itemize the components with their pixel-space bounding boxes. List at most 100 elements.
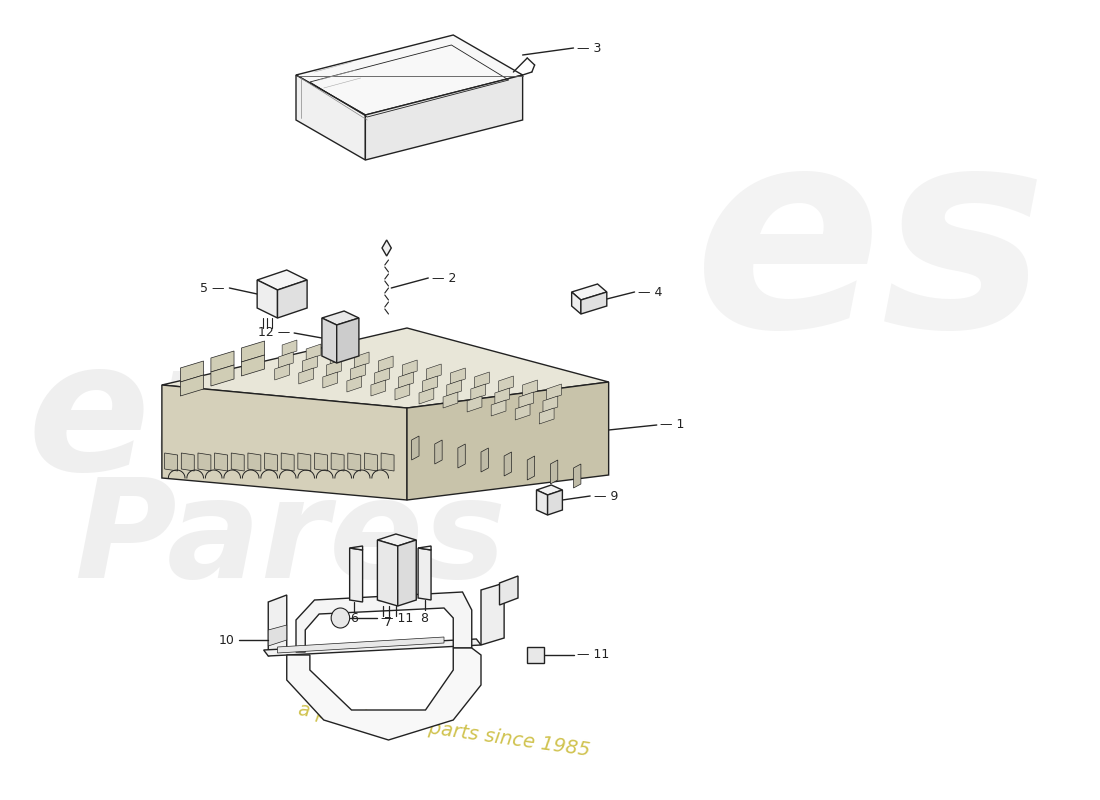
Polygon shape [537,485,562,495]
Polygon shape [434,440,442,464]
Polygon shape [315,453,328,471]
Polygon shape [418,546,431,550]
Text: — 11: — 11 [578,649,609,662]
Polygon shape [411,436,419,460]
Polygon shape [468,396,482,412]
Polygon shape [471,384,485,400]
Polygon shape [581,292,607,314]
Polygon shape [180,375,204,396]
Polygon shape [364,453,377,471]
Polygon shape [327,360,341,376]
Polygon shape [419,388,433,404]
Polygon shape [398,540,416,606]
Polygon shape [350,548,363,602]
Polygon shape [296,592,472,652]
Polygon shape [458,444,465,468]
Polygon shape [403,360,417,376]
Text: 8: 8 [420,611,429,625]
Polygon shape [377,534,416,546]
Text: a passion for parts since 1985: a passion for parts since 1985 [297,700,591,760]
Polygon shape [527,647,543,663]
Polygon shape [241,355,265,376]
Polygon shape [539,408,554,424]
Polygon shape [499,576,518,605]
Polygon shape [474,372,490,388]
Text: Pares: Pares [74,473,506,607]
Polygon shape [407,382,608,500]
Polygon shape [331,453,344,471]
Text: euro: euro [28,332,492,508]
Polygon shape [381,453,394,471]
Polygon shape [330,348,345,364]
Polygon shape [375,368,389,384]
Polygon shape [537,490,548,515]
Polygon shape [298,453,311,471]
Polygon shape [296,75,365,160]
Polygon shape [451,368,465,384]
Polygon shape [443,392,458,408]
Polygon shape [351,364,365,380]
Text: 5 —: 5 — [200,282,224,294]
Polygon shape [498,376,514,392]
Polygon shape [265,453,277,471]
Polygon shape [277,637,444,653]
Polygon shape [241,341,265,362]
Polygon shape [165,453,177,471]
Polygon shape [495,388,509,404]
Polygon shape [198,453,211,471]
Polygon shape [350,546,363,550]
Polygon shape [322,318,337,363]
Polygon shape [211,365,234,386]
Polygon shape [211,351,234,372]
Polygon shape [348,453,361,471]
Polygon shape [573,464,581,488]
Polygon shape [268,595,287,656]
Polygon shape [268,625,287,646]
Polygon shape [162,328,608,408]
Polygon shape [282,340,297,356]
Polygon shape [248,453,261,471]
Polygon shape [522,380,538,396]
Polygon shape [231,453,244,471]
Polygon shape [182,453,195,471]
Polygon shape [378,356,393,372]
Text: 10: 10 [219,634,235,646]
Polygon shape [527,456,535,480]
Polygon shape [337,318,359,363]
Polygon shape [447,380,462,396]
Polygon shape [427,364,441,380]
Text: 6: 6 [350,611,359,625]
Polygon shape [162,385,407,500]
Polygon shape [278,352,294,368]
Polygon shape [346,376,362,392]
Polygon shape [264,639,481,656]
Polygon shape [492,400,506,416]
Text: — 3: — 3 [578,42,602,54]
Polygon shape [214,453,228,471]
Text: — 2: — 2 [432,271,456,285]
Polygon shape [550,460,558,484]
Polygon shape [365,75,522,160]
Polygon shape [354,352,370,368]
Text: — 1: — 1 [660,418,685,431]
Text: es: es [694,115,1047,385]
Polygon shape [481,448,488,472]
Polygon shape [275,364,289,380]
Polygon shape [519,392,534,408]
Polygon shape [257,280,277,318]
Polygon shape [504,452,512,476]
Polygon shape [418,548,431,600]
Polygon shape [322,372,338,388]
Polygon shape [395,384,410,400]
Polygon shape [382,240,392,256]
Polygon shape [180,361,204,382]
Polygon shape [481,583,504,645]
Polygon shape [302,356,317,372]
Text: — 11: — 11 [381,611,414,625]
Polygon shape [296,35,522,115]
Circle shape [331,608,350,628]
Polygon shape [572,284,607,300]
Polygon shape [257,270,307,290]
Polygon shape [299,368,314,384]
Polygon shape [515,404,530,420]
